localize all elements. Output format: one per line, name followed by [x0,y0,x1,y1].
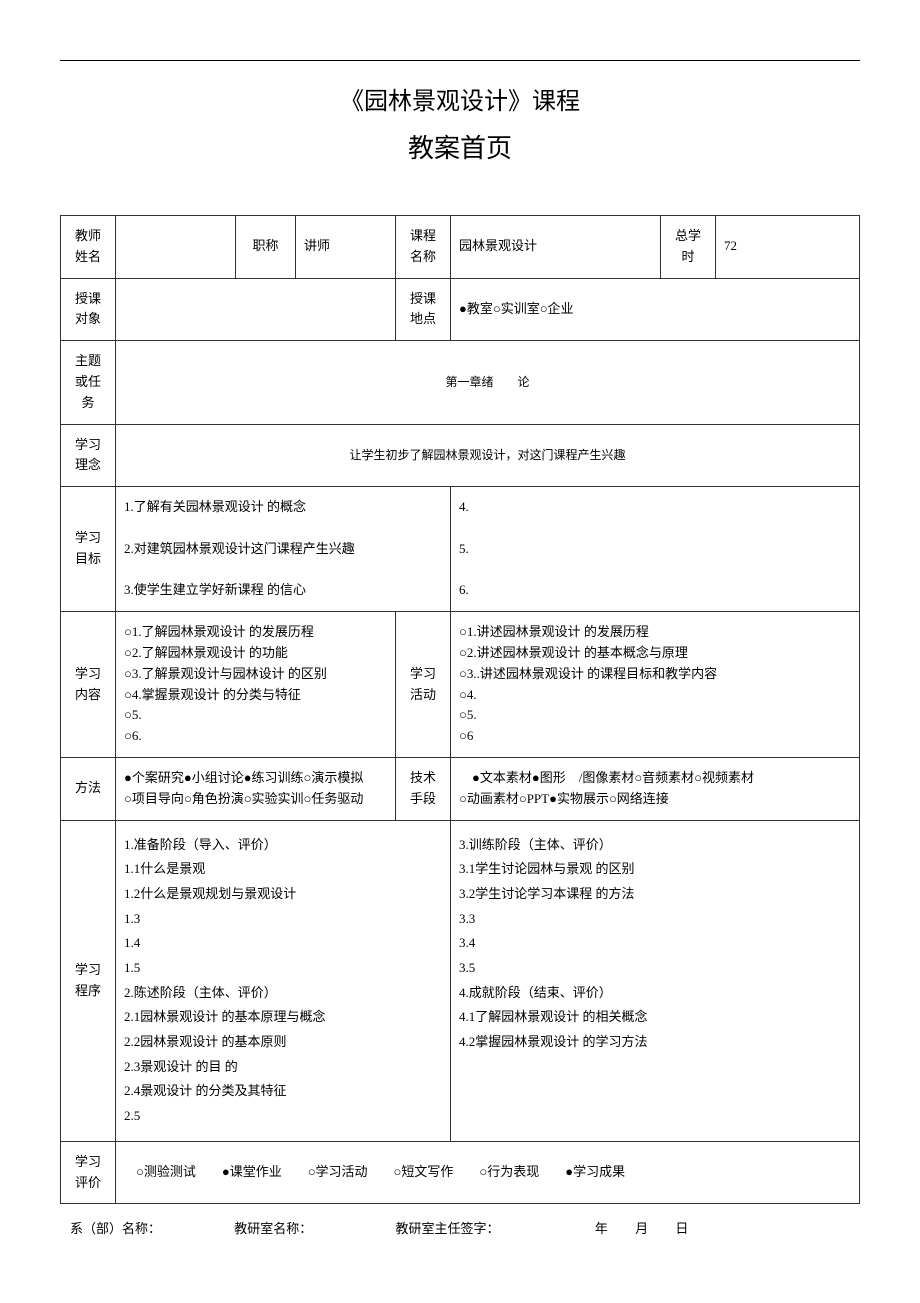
course-name-value: 园林景观设计 [451,216,661,279]
topic-value: 第一章绪 论 [116,341,860,424]
audience-label: 授课对象 [61,278,116,341]
day-label: 日 [675,1218,688,1237]
method-value: ●个案研究●小组讨论●练习训练○演示模拟○项目导向○角色扮演○实验实训○任务驱动 [116,757,396,820]
year-label: 年 [595,1218,608,1237]
process-right: 3.训练阶段（主体、评价）3.1学生讨论园林与景观 的区别3.2学生讨论学习本课… [451,820,860,1141]
activity-right: ○1.讲述园林景观设计 的发展历程○2.讲述园林景观设计 的基本概念与原理○3.… [451,612,860,758]
month-label: 月 [635,1218,648,1237]
row-content: 学习内容 ○1.了解园林景观设计 的发展历程○2.了解园林景观设计 的功能○3.… [61,612,860,758]
role-value: 讲师 [296,216,396,279]
course-title: 《园林景观设计》课程 [60,81,860,116]
row-concept: 学习理念 让学生初步了解园林景观设计，对这门课程产生兴趣 [61,424,860,487]
goals-right: 4. 5. 6. [451,487,860,612]
teacher-name-label: 教师姓名 [61,216,116,279]
concept-value: 让学生初步了解园林景观设计，对这门课程产生兴趣 [116,424,860,487]
row-goals: 学习目标 1.了解有关园林景观设计 的概念 2.对建筑园林景观设计这门课程产生兴… [61,487,860,612]
dept-label: 系（部）名称： [70,1218,161,1237]
hours-value: 72 [716,216,860,279]
method-label: 方法 [61,757,116,820]
role-label: 职称 [236,216,296,279]
location-label: 授课地点 [396,278,451,341]
activity-label: 学习活动 [396,612,451,758]
row-topic: 主题或任务 第一章绪 论 [61,341,860,424]
concept-label: 学习理念 [61,424,116,487]
tech-value: ●文本素材●图形 /图像素材○音频素材○视频素材○动画素材○PPT●实物展示○网… [451,757,860,820]
eval-label: 学习评价 [61,1141,116,1204]
process-label: 学习程序 [61,820,116,1141]
hours-label: 总学时 [661,216,716,279]
content-label: 学习内容 [61,612,116,758]
footer-sign-line: 系（部）名称： 教研室名称： 教研室主任签字： 年 月 日 [60,1218,860,1237]
row-process: 学习程序 1.准备阶段（导入、评价）1.1什么是景观1.2什么是景观规划与景观设… [61,820,860,1141]
content-left: ○1.了解园林景观设计 的发展历程○2.了解园林景观设计 的功能○3.了解景观设… [116,612,396,758]
row-audience: 授课对象 授课地点 ●教室○实训室○企业 [61,278,860,341]
location-value: ●教室○实训室○企业 [451,278,860,341]
tech-label: 技术手段 [396,757,451,820]
teacher-name-value [116,216,236,279]
goals-left: 1.了解有关园林景观设计 的概念 2.对建筑园林景观设计这门课程产生兴趣 3.使… [116,487,451,612]
eval-value: ○测验测试 ●课堂作业 ○学习活动 ○短文写作 ○行为表现 ●学习成果 [116,1141,860,1204]
top-horizontal-rule [60,60,860,61]
row-teacher: 教师姓名 职称 讲师 课程名称 园林景观设计 总学时 72 [61,216,860,279]
course-name-label: 课程名称 [396,216,451,279]
topic-label: 主题或任务 [61,341,116,424]
row-eval: 学习评价 ○测验测试 ●课堂作业 ○学习活动 ○短文写作 ○行为表现 ●学习成果 [61,1141,860,1204]
lesson-plan-table: 教师姓名 职称 讲师 课程名称 园林景观设计 总学时 72 授课对象 授课地点 … [60,215,860,1204]
office-label: 教研室名称： [234,1218,312,1237]
row-method: 方法 ●个案研究●小组讨论●练习训练○演示模拟○项目导向○角色扮演○实验实训○任… [61,757,860,820]
page-subtitle: 教案首页 [60,128,860,165]
goals-label: 学习目标 [61,487,116,612]
audience-value [116,278,396,341]
process-left: 1.准备阶段（导入、评价）1.1什么是景观1.2什么是景观规划与景观设计1.31… [116,820,451,1141]
sign-label: 教研室主任签字： [396,1218,500,1237]
